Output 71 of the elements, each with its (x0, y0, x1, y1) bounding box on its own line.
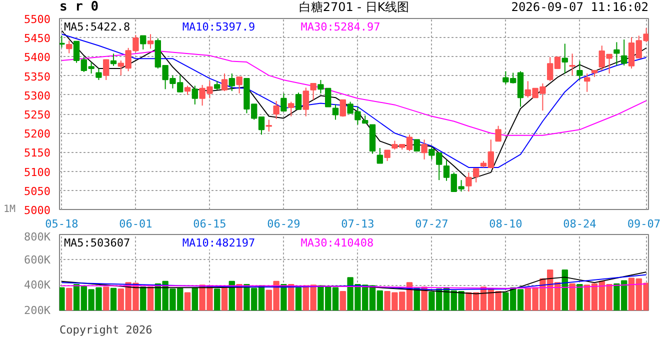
y-tick-label: 400K (24, 278, 51, 292)
x-tick-label: 08-24 (563, 218, 597, 230)
candlestick (147, 34, 154, 50)
candlestick (96, 68, 102, 80)
y-tick-label: 5000 (24, 204, 51, 217)
y-tick-label: 5350 (24, 70, 51, 84)
x-tick-label: 05-18 (45, 218, 78, 230)
y-tick-label: 5300 (24, 89, 51, 102)
candlestick (103, 58, 110, 80)
candlestick (184, 85, 191, 96)
series-label: MA5:5422.8 (64, 20, 130, 34)
candlestick (280, 92, 287, 112)
candlestick (66, 40, 72, 54)
y-tick-label: 5500 (24, 13, 51, 26)
y-tick-label: 5150 (24, 146, 51, 160)
candlestick (310, 82, 316, 100)
candlestick (562, 43, 568, 74)
text: s r 0 (60, 0, 99, 14)
candlestick (302, 87, 309, 117)
x-tick-label: 07-13 (341, 218, 374, 230)
y-tick-label: 800K (24, 230, 51, 244)
x-tick-label: 06-15 (193, 218, 226, 230)
y-tick-label: 600K (24, 253, 51, 266)
y-tick-label: 5250 (24, 108, 51, 122)
candlestick (192, 85, 198, 105)
candlestick (221, 73, 228, 92)
candlestick (288, 101, 294, 117)
candlestick (140, 35, 146, 50)
chart-title: 白糖2701 - 日K线图 (298, 0, 410, 14)
candlestick (384, 150, 390, 162)
x-tick-label: 09-07 (627, 218, 660, 230)
candlestick (332, 104, 339, 120)
candlestick (295, 92, 302, 110)
candlestick (236, 76, 242, 94)
y-tick-label: 5200 (24, 128, 51, 141)
y-tick-label: 200K (24, 304, 51, 317)
x-tick-label: 06-01 (119, 218, 152, 230)
candlestick (620, 39, 628, 66)
candlestick (60, 35, 65, 48)
candlestick (273, 100, 280, 120)
text: 2026-09-07 11:16:02 (511, 0, 649, 14)
x-tick-label: 06-29 (267, 218, 300, 230)
x-tick-label: 08-10 (489, 218, 522, 230)
x-tick-label: 07-27 (415, 218, 448, 230)
candlestick (414, 139, 420, 152)
y-tick-label: 5450 (24, 32, 51, 46)
candlestick (421, 139, 428, 160)
candlestick (584, 73, 590, 92)
text: MA5:503607 (64, 236, 130, 250)
line-series (61, 50, 647, 136)
text: MA30:410408 (300, 236, 374, 250)
text: MA10:482197 (182, 236, 256, 250)
text: Copyright 2026 (60, 324, 152, 336)
y-tick-label: 5050 (24, 184, 51, 198)
candlestick (110, 53, 117, 66)
candlestick (569, 53, 576, 76)
text: MA10:5397.9 (182, 20, 256, 34)
candlestick (376, 148, 383, 164)
text: 1M (3, 204, 16, 215)
y-tick-label: 5100 (24, 166, 51, 179)
candlestick (466, 172, 472, 192)
candlestick (266, 119, 272, 132)
candlestick (473, 168, 480, 183)
text: MA30:5284.97 (300, 20, 380, 34)
candlestick (614, 42, 620, 66)
line-series (61, 274, 647, 290)
y-tick-label: 5400 (24, 51, 51, 64)
candlestick (576, 60, 583, 80)
candlestick (228, 73, 235, 92)
candlestick (340, 99, 346, 118)
candlestick (495, 125, 502, 142)
